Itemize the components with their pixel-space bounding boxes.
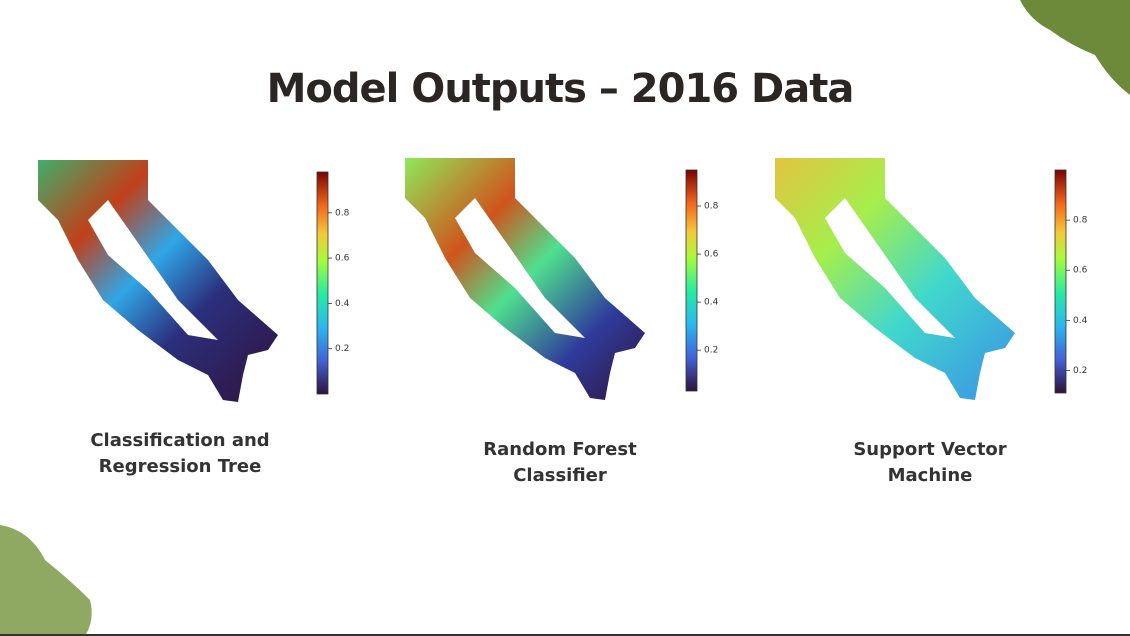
- map: [775, 158, 1015, 400]
- colorbar: [1054, 169, 1067, 394]
- colorbar-tick-label: 0.6: [335, 254, 350, 264]
- colorbar-tick-label: 0.8: [704, 202, 719, 212]
- caption: Support Vector: [853, 439, 1006, 460]
- caption: Classification and: [90, 430, 269, 451]
- colorbar-tick-label: 0.4: [335, 299, 350, 309]
- foliage: [0, 525, 92, 636]
- colorbar-tick-label: 0.4: [704, 298, 719, 308]
- colorbar-tick-label: 0.4: [1073, 316, 1088, 326]
- colorbar-tick-label: 0.2: [335, 344, 349, 354]
- colorbar: [316, 171, 329, 395]
- caption: Regression Tree: [99, 456, 262, 477]
- colorbar-tick-label: 0.6: [1073, 266, 1088, 276]
- map: [405, 158, 645, 400]
- caption: Machine: [888, 465, 973, 486]
- colorbar-tick-label: 0.2: [704, 346, 718, 356]
- colorbar-tick-label: 0.2: [1073, 366, 1087, 376]
- colorbar-tick-label: 0.6: [704, 250, 719, 260]
- slide-title: Model Outputs – 2016 Data: [267, 66, 854, 112]
- map: [38, 160, 278, 402]
- colorbar-tick-label: 0.8: [335, 208, 350, 218]
- foliage: [1020, 0, 1130, 95]
- caption: Classifier: [513, 465, 607, 486]
- colorbar-tick-label: 0.8: [1073, 216, 1088, 226]
- caption: Random Forest: [483, 439, 637, 460]
- colorbar: [685, 169, 698, 392]
